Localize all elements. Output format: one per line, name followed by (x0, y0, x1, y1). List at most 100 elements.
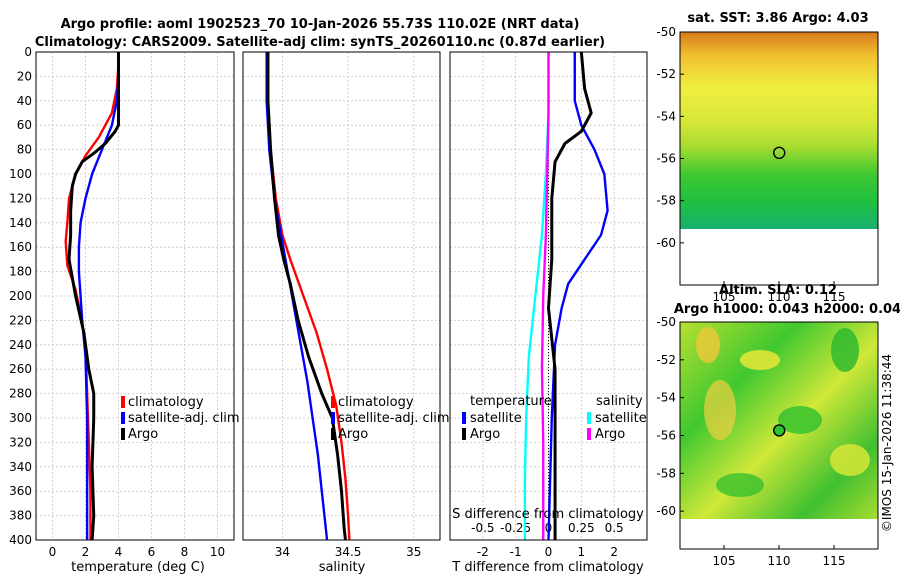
depth-tick-label: 140 (9, 216, 32, 230)
difference-xlabel: T difference from climatology (451, 560, 644, 575)
sla-anomaly-blob (716, 473, 764, 497)
legend-argo: Argo (128, 427, 158, 442)
x-tick-label: 0 (49, 545, 57, 559)
salinity-legend: climatology satellite-adj. clim Argo (331, 395, 450, 442)
depth-tick-label: 260 (9, 362, 32, 376)
depth-tick-label: 340 (9, 460, 32, 474)
legend-t-satellite: satellite (470, 411, 522, 426)
x-tick-label: 6 (148, 545, 156, 559)
x-tick-label: -1 (510, 545, 522, 559)
sla-anomaly-blob (831, 328, 859, 372)
x-tick-label: 34 (275, 545, 290, 559)
temperature-panel: 0 2 4 6 8 10020406080100120140160180200220240… (9, 45, 235, 559)
x-tick-label: 35 (406, 545, 421, 559)
depth-tick-label: 60 (17, 118, 32, 132)
map-y-tick-label: -60 (656, 236, 676, 250)
depth-tick-label: 0 (24, 45, 32, 59)
legend-swatch-s-satellite (587, 412, 591, 424)
legend-swatch-argo (121, 428, 125, 440)
map-x-tick-label: 110 (768, 290, 791, 304)
x-tick-label: 8 (181, 545, 189, 559)
depth-tick-label: 320 (9, 435, 32, 449)
depth-tick-label: 400 (9, 533, 32, 547)
depth-tick-label: 100 (9, 167, 32, 181)
salinity-panel: 34 34.5 35 (242, 51, 441, 559)
depth-tick-label: 20 (17, 69, 32, 83)
x-tick-label: -2 (477, 545, 489, 559)
x-tick-label: 4 (115, 545, 123, 559)
credit-stamp: ©IMOS 15-Jan-2026 11:38:44 (880, 354, 894, 532)
depth-tick-label: 80 (17, 143, 32, 157)
legend-climatology: climatology (338, 395, 414, 410)
panel-frame (449, 51, 648, 541)
x-tick-label: 2 (610, 545, 618, 559)
depth-tick-label: 240 (9, 338, 32, 352)
series-line-salinity-argo (540, 52, 550, 540)
depth-tick-label: 300 (9, 411, 32, 425)
legend-t-argo: Argo (470, 427, 500, 442)
legend-title-temperature: temperature (470, 394, 552, 409)
sla-anomaly-blob (704, 380, 736, 440)
series-line-temperature-argo (547, 51, 593, 540)
legend-satellite: satellite-adj. clim (338, 411, 450, 426)
map-y-tick-label: -54 (656, 391, 676, 405)
title-line-2: Climatology: CARS2009. Satellite-adj cli… (35, 35, 605, 50)
map-y-tick-label: -52 (656, 67, 676, 81)
temperature-xlabel: temperature (deg C) (71, 560, 205, 575)
depth-tick-label: 380 (9, 509, 32, 523)
depth-tick-label: 280 (9, 387, 32, 401)
map-x-tick-label: 115 (823, 290, 846, 304)
series-line-argo (67, 52, 120, 541)
x2-tick-label: 0.25 (568, 521, 595, 535)
depth-tick-label: 40 (17, 94, 32, 108)
depth-tick-label: 220 (9, 313, 32, 327)
sst-map: 105 110 115 -50 -52 -54 -56 -58 -60 (656, 25, 879, 304)
sla-argo-marker (773, 424, 786, 437)
legend-s-satellite: satellite (595, 411, 647, 426)
temperature-legend: climatology satellite-adj. clim Argo (121, 395, 240, 442)
series-line-temperature-satellite (547, 52, 609, 541)
difference-panel: -2 -1 0 1 2-0.5 -0.25 0 0.25 0.5 (449, 51, 648, 559)
map-x-tick-label: 105 (713, 290, 736, 304)
panel-frame (242, 51, 441, 541)
salinity-xlabel: salinity (319, 560, 366, 575)
x-tick-label: 34.5 (335, 545, 362, 559)
map-y-tick-label: -60 (656, 504, 676, 518)
depth-tick-label: 160 (9, 240, 32, 254)
x2-tick-label: -0.25 (500, 521, 531, 535)
map-y-tick-label: -58 (656, 194, 676, 208)
x-tick-label: 10 (210, 545, 225, 559)
legend-swatch-t-satellite (462, 412, 466, 424)
map-x-tick-label: 115 (823, 554, 846, 568)
legend-argo: Argo (338, 427, 368, 442)
legend-swatch-t-argo (462, 428, 466, 440)
sla-nodata-area (680, 519, 878, 549)
legend-satellite: satellite-adj. clim (128, 411, 240, 426)
legend-climatology: climatology (128, 395, 204, 410)
map-y-tick-label: -58 (656, 466, 676, 480)
legend-swatch-satellite (121, 412, 125, 424)
depth-tick-label: 180 (9, 265, 32, 279)
legend-title-salinity: salinity (596, 394, 643, 409)
legend-swatch-s-argo (587, 428, 591, 440)
sst-nodata-area (680, 229, 878, 285)
sla-map-title: Altim. SLA: 0.12 (719, 283, 837, 298)
depth-tick-label: 120 (9, 191, 32, 205)
legend-swatch-climatology (331, 396, 335, 408)
panel-frame (35, 51, 235, 541)
depth-tick-label: 200 (9, 289, 32, 303)
map-x-tick-label: 110 (768, 554, 791, 568)
x-tick-label: 2 (82, 545, 90, 559)
sla-anomaly-blob (778, 406, 822, 434)
depth-tick-label: 360 (9, 484, 32, 498)
x2-tick-label: -0.5 (471, 521, 494, 535)
legend-swatch-satellite (331, 412, 335, 424)
sla-map: 105 110 115 -50 -52 -54 -56 -58 -60 (656, 315, 879, 568)
series-line-argo (266, 52, 347, 541)
map-y-tick-label: -56 (656, 152, 676, 166)
map-y-tick-label: -50 (656, 25, 676, 39)
x2-tick-label: 0.5 (605, 521, 624, 535)
legend-s-argo: Argo (595, 427, 625, 442)
map-x-tick-label: 105 (713, 554, 736, 568)
